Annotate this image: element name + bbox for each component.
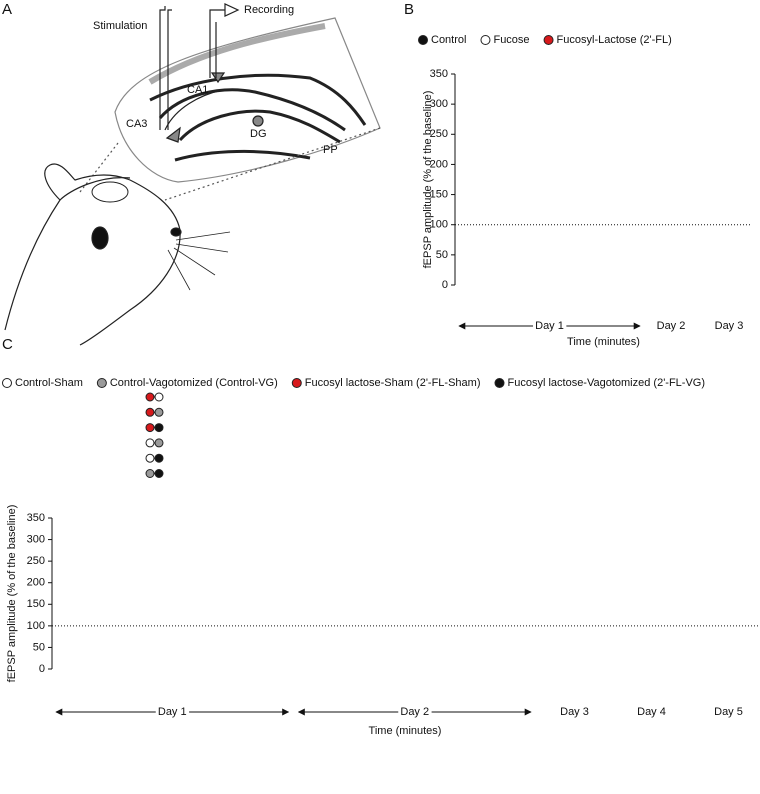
y-tick-label: 150 <box>27 598 45 610</box>
panel-label: C <box>2 336 13 353</box>
legend-marker <box>2 378 12 388</box>
y-tick-label: 350 <box>430 68 448 80</box>
legend-label: Fucosyl lactose-Sham (2'-FL-Sham) <box>305 377 481 389</box>
pp-label: PP <box>323 144 338 156</box>
y-tick-label: 250 <box>27 555 45 567</box>
y-tick-label: 100 <box>430 219 448 231</box>
dg-label: DG <box>250 128 267 140</box>
y-tick-label: 300 <box>430 98 448 110</box>
y-tick-label: 0 <box>442 279 448 291</box>
y-tick-label: 350 <box>27 512 45 524</box>
day-label: Day 5 <box>714 706 743 718</box>
pair-marker <box>145 423 155 433</box>
legend-label: Control-Sham <box>15 377 83 389</box>
pair-marker <box>154 423 164 433</box>
y-tick-label: 50 <box>33 641 45 653</box>
panel-a-illustration <box>4 3 381 346</box>
legend-marker <box>291 378 302 388</box>
stimulation-label: Stimulation <box>93 20 147 32</box>
day-label: Day 1 <box>535 320 564 332</box>
day-label: Day 4 <box>637 706 666 718</box>
day-label: Day 3 <box>560 706 589 718</box>
y-tick-label: 0 <box>39 663 45 675</box>
x-axis-label: Time (minutes) <box>369 725 442 737</box>
y-tick-label: 100 <box>27 620 45 632</box>
ca1-label: CA1 <box>187 84 208 96</box>
y-tick-label: 250 <box>430 128 448 140</box>
y-tick-label: 150 <box>430 188 448 200</box>
pair-marker <box>145 469 155 478</box>
legend-label: Fucose <box>493 34 529 46</box>
pair-marker <box>154 407 164 417</box>
day-label: Day 2 <box>400 706 429 718</box>
legend-label: Fucosyl-Lactose (2'-FL) <box>557 34 672 46</box>
pair-marker <box>154 469 164 478</box>
legend-marker <box>543 35 554 45</box>
legend-label: Fucosyl lactose-Vagotomized (2'-FL-VG) <box>508 377 706 389</box>
pair-marker <box>154 438 164 448</box>
legend-label: Control <box>431 34 466 46</box>
day-label: Day 1 <box>158 706 187 718</box>
pair-marker <box>145 453 155 463</box>
legend-marker <box>494 378 505 388</box>
y-tick-label: 300 <box>27 533 45 545</box>
pair-marker <box>145 438 155 448</box>
panel-label: A <box>2 1 12 18</box>
legend-marker <box>418 35 428 45</box>
pair-marker <box>154 392 164 402</box>
legend-label: Control-Vagotomized (Control-VG) <box>110 377 278 389</box>
y-axis-label: fEPSP amplitude (% of the baseline) <box>6 505 18 683</box>
pair-marker <box>145 392 155 402</box>
recording-label: Recording <box>244 4 294 16</box>
legend-marker <box>96 378 107 388</box>
panel-label: B <box>404 1 414 18</box>
legend-marker <box>480 35 491 45</box>
day-label: Day 3 <box>715 320 744 332</box>
pair-marker <box>154 453 164 463</box>
y-tick-label: 200 <box>430 158 448 170</box>
day-label: Day 2 <box>657 320 686 332</box>
ca3-label: CA3 <box>126 118 147 130</box>
y-tick-label: 50 <box>436 249 448 261</box>
x-axis-label: Time (minutes) <box>567 336 640 348</box>
y-tick-label: 200 <box>27 577 45 589</box>
pair-marker <box>145 407 155 417</box>
y-axis-label: fEPSP amplitude (% of the baseline) <box>422 91 434 269</box>
